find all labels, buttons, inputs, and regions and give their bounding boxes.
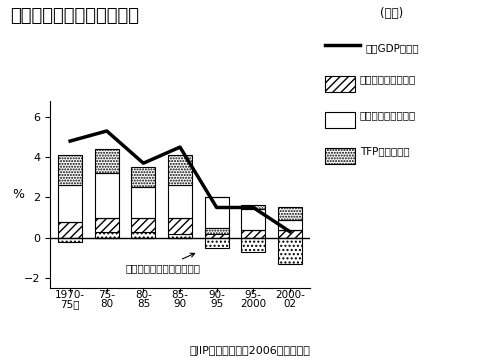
Bar [168, 155, 192, 185]
Bar [58, 185, 82, 221]
Bar [242, 238, 265, 252]
Bar [204, 228, 229, 234]
Text: マンアワー投入増加の寄与: マンアワー投入増加の寄与 [125, 253, 200, 273]
Bar [278, 238, 302, 264]
Text: 実質GDP成長率: 実質GDP成長率 [365, 43, 418, 53]
Bar [58, 155, 82, 185]
Bar [58, 238, 82, 242]
Text: 日本の経済成長の要因分解: 日本の経済成長の要因分解 [10, 7, 139, 25]
Text: 80: 80 [100, 299, 114, 309]
Text: 2000: 2000 [240, 299, 266, 309]
Bar [242, 210, 265, 230]
Bar [204, 228, 229, 238]
Bar [58, 221, 82, 238]
Bar [95, 217, 118, 231]
Text: (年率): (年率) [380, 7, 403, 20]
Text: （JIPデータベース2006より作成）: （JIPデータベース2006より作成） [190, 346, 310, 356]
Text: 85-: 85- [172, 289, 188, 300]
Y-axis label: %: % [12, 188, 24, 201]
Text: TFP上昇の寄与: TFP上昇の寄与 [360, 146, 410, 156]
Bar [132, 187, 156, 217]
Bar [95, 231, 118, 238]
Bar [168, 185, 192, 217]
Text: 75年: 75年 [60, 299, 80, 309]
Bar [278, 207, 302, 220]
Bar [95, 149, 118, 173]
Text: 90: 90 [174, 299, 186, 309]
Text: 85: 85 [137, 299, 150, 309]
Bar [95, 173, 118, 217]
Bar [168, 217, 192, 234]
Bar [168, 234, 192, 238]
Text: 95-: 95- [244, 289, 262, 300]
Bar [204, 197, 229, 228]
Bar [132, 231, 156, 238]
Bar [204, 238, 229, 248]
Text: 02: 02 [284, 299, 296, 309]
Text: 80-: 80- [135, 289, 152, 300]
Text: 1970-: 1970- [55, 289, 85, 300]
Bar [132, 217, 156, 231]
Bar [242, 206, 265, 210]
Text: 90-: 90- [208, 289, 225, 300]
Text: 95: 95 [210, 299, 223, 309]
Bar [242, 230, 265, 238]
Bar [278, 230, 302, 238]
Bar [278, 220, 302, 230]
Text: 資本投入増加の寄与: 資本投入増加の寄与 [360, 110, 416, 120]
Bar [132, 167, 156, 187]
Text: 75-: 75- [98, 289, 116, 300]
Text: 2000-: 2000- [275, 289, 305, 300]
Text: 労働の質向上の寄与: 労働の質向上の寄与 [360, 74, 416, 84]
